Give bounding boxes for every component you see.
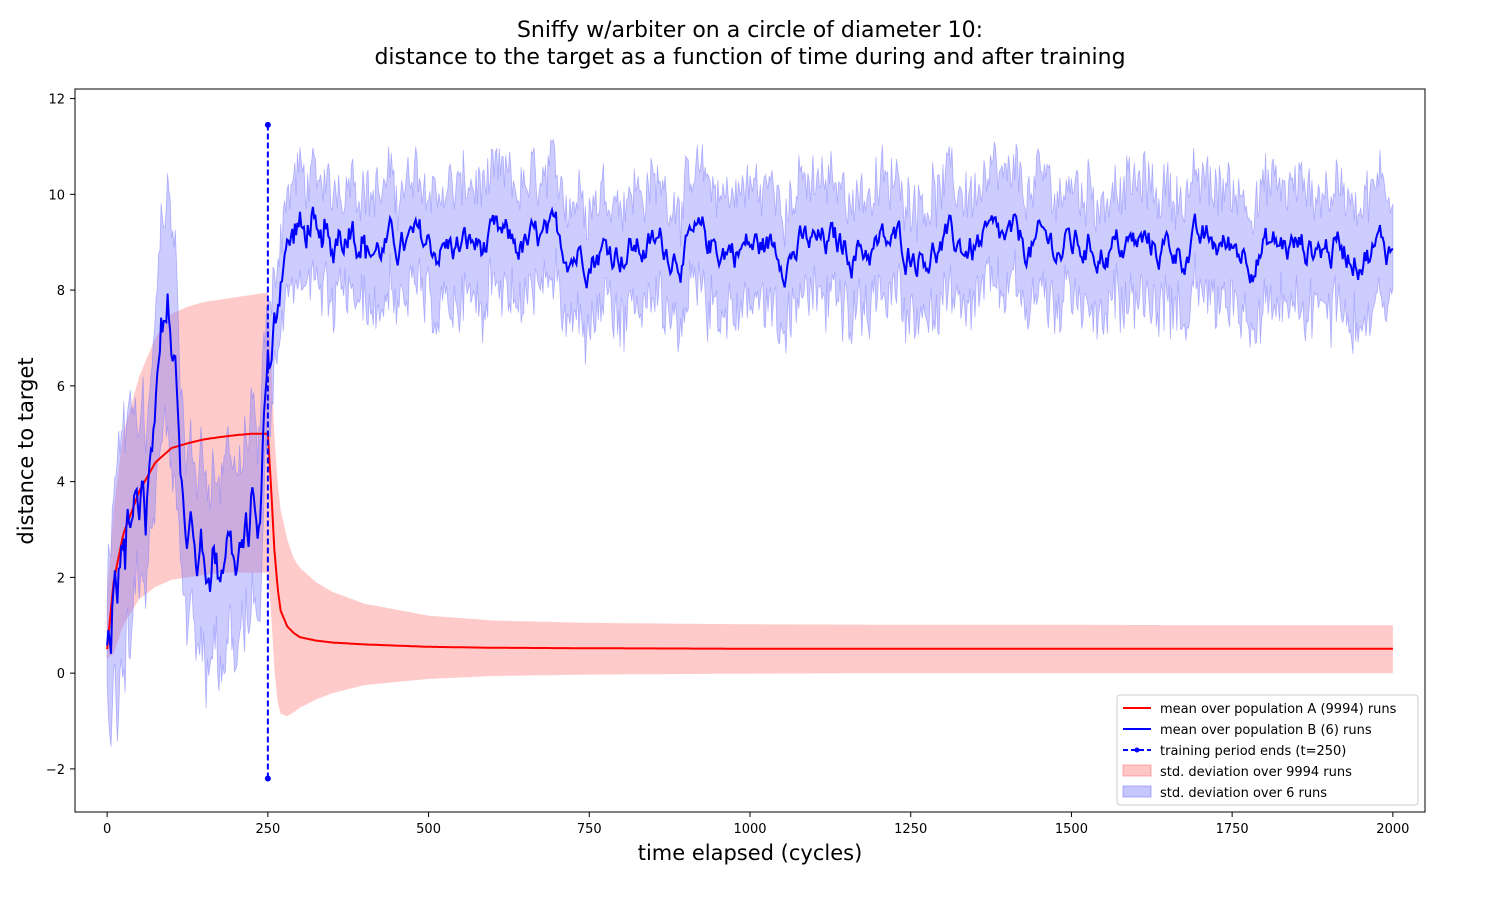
y-axis-label: distance to target [14,357,38,544]
series-lines [106,206,1394,654]
x-tick-label: 2000 [1376,822,1409,837]
x-tick-label: 750 [577,822,602,837]
legend-label-band-b: std. deviation over 6 runs [1160,786,1327,801]
legend-label-b: mean over population B (6) runs [1160,723,1372,738]
x-tick-label: 250 [255,822,280,837]
legend-swatch-band-b [1122,785,1152,798]
legend-swatch-training-dot [1134,747,1140,753]
chart-title-line2: distance to the target as a function of … [374,45,1125,70]
y-tick-label: 10 [48,188,65,203]
band-population-b [106,138,1394,747]
band-population-a [107,292,1393,717]
legend-box [1116,694,1419,806]
y-tick-label: 8 [57,284,65,299]
line-population-a [106,432,1393,650]
legend: mean over population A (9994) runs mean … [1116,694,1419,806]
training-end-dot-top [264,121,271,128]
x-tick-label: 1500 [1055,822,1088,837]
y-tick-label: 4 [57,476,65,491]
std-bands [106,138,1394,747]
y-tick-label: 12 [48,93,65,108]
legend-label-band-a: std. deviation over 9994 runs [1160,765,1352,780]
legend-swatch-band-a [1122,764,1152,777]
x-tick-label: 500 [416,822,441,837]
y-tick-label: −2 [46,763,65,778]
y-axis-ticks: −2 0 2 4 6 8 10 12 [46,93,75,778]
x-axis-ticks: 0 250 500 750 1000 1250 1500 1750 2000 [103,812,1409,837]
line-population-b [106,206,1394,654]
training-end-marker [264,121,271,782]
training-end-dot-bottom [264,775,271,782]
y-tick-label: 2 [57,571,65,586]
x-axis-label: time elapsed (cycles) [638,841,863,865]
chart-title-line1: Sniffy w/arbiter on a circle of diameter… [517,18,983,43]
legend-label-training: training period ends (t=250) [1160,744,1346,759]
legend-label-a: mean over population A (9994) runs [1160,702,1397,717]
x-tick-label: 1250 [894,822,927,837]
y-tick-label: 6 [57,380,65,395]
x-tick-label: 1000 [733,822,766,837]
x-tick-label: 1750 [1216,822,1249,837]
x-tick-label: 0 [103,822,111,837]
y-tick-label: 0 [57,667,65,682]
